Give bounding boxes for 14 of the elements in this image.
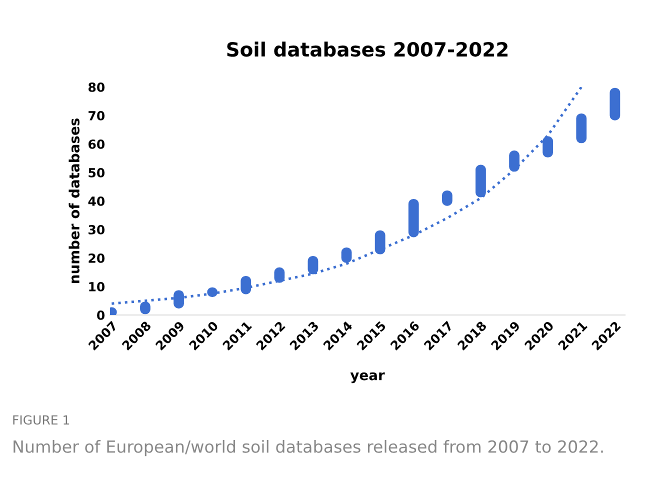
y-axis-title: number of databases [68,118,80,283]
y-tick-label: 50 [88,168,105,178]
y-tick-label: 10 [89,282,105,292]
y-tick-label: 20 [88,253,105,263]
y-tick-label: 30 [88,224,105,234]
y-tick-label: 40 [88,196,105,206]
y-tick-label: 70 [88,110,105,120]
chart-title: Soil databases 2007-2022 [227,42,508,57]
y-tick-label: 60 [88,139,105,149]
y-tick-label: 80 [88,82,105,92]
caption: FIGURE 1 [13,415,70,425]
text: Number of European/world soil databases released from 2007 to 2022. [14,440,603,456]
y-tick-label: 0 [97,310,105,320]
x-axis-title: year [350,372,385,384]
